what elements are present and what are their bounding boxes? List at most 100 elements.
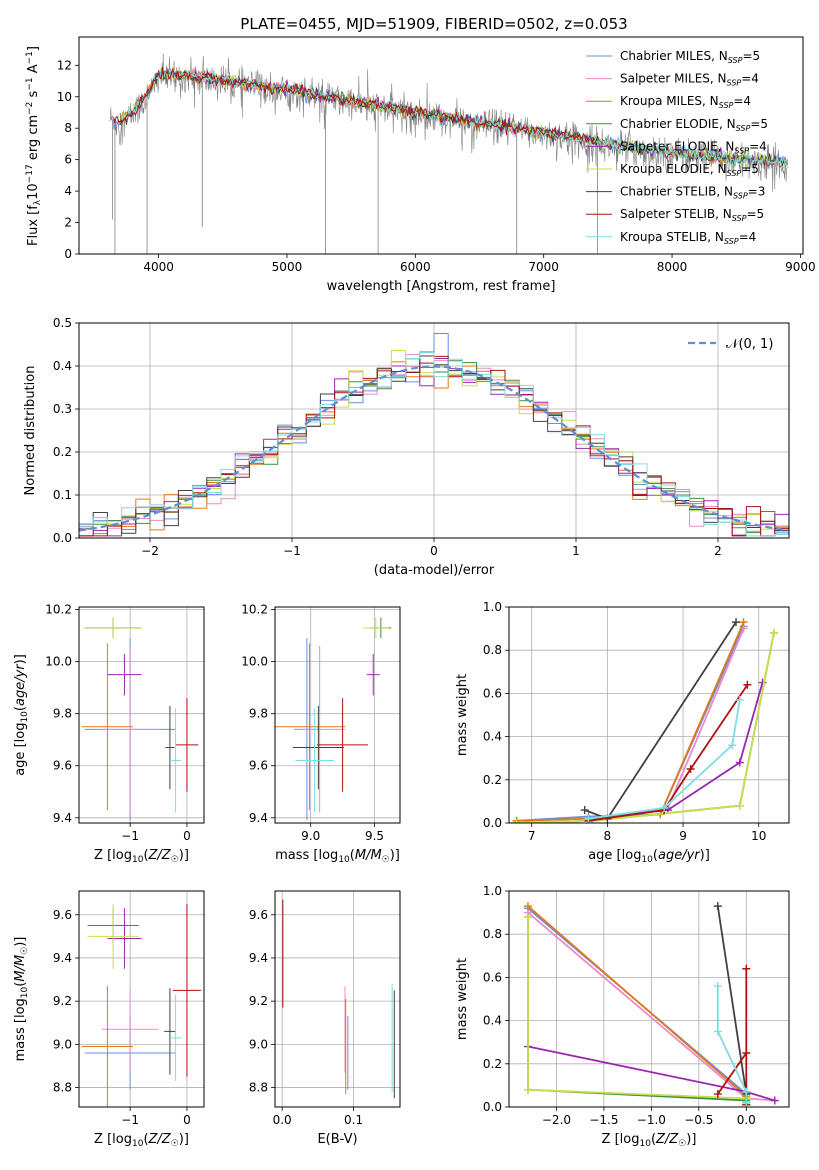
x-axis-label: age [log10(age/yr)]: [588, 848, 710, 865]
series-line: [717, 968, 748, 1105]
label-part: 10: [132, 855, 144, 865]
data-point: [523, 912, 532, 921]
x-tick-label: 9.5: [365, 829, 384, 843]
series-line: [588, 699, 741, 820]
axes-frame: [508, 890, 790, 1108]
x-axis-label: Z [log10(Z/Z☉)]: [602, 1132, 697, 1149]
x-tick-label: 8: [604, 829, 612, 843]
x-tick-label: −1.0: [637, 1113, 666, 1127]
model-line: [113, 68, 598, 146]
data-point: [739, 618, 748, 627]
data-point: [728, 741, 737, 750]
label-part: M/M: [13, 955, 28, 982]
y-tick-label: 9.4: [53, 811, 72, 825]
legend: Chabrier MILES, NSSP=5 Salpeter MILES, NS…: [586, 49, 768, 246]
axes-mass_vs_Z: −1 08.89.09.29.49.6Z [log10(Z/Z☉)]mass [l…: [13, 890, 205, 1149]
axes-residuals: −2 −1 0 1 2 0.0 0.1 0.2 0.3 0.4 0.5 𝒩(0, 1) (data-mo…: [23, 316, 790, 578]
x-tick-label: 9: [679, 829, 687, 843]
legend-label-count: =4: [733, 94, 751, 108]
y-tick-label: 9.2: [53, 994, 72, 1008]
data-point: [735, 758, 744, 767]
label-part: −1: [25, 77, 35, 90]
legend-label: Salpeter STELIB, NSSP=5: [620, 207, 764, 223]
y-axis-label: Flux [fλ10−17 erg cm−2 s−1 A−1]: [25, 46, 43, 246]
label-part: Z/Z: [148, 1132, 172, 1147]
y-tick-label: 9.6: [249, 759, 268, 773]
legend-label-name: Salpeter ELODIE, N: [620, 139, 734, 153]
x-axis-label: Z [log10(Z/Z☉)]: [94, 1132, 189, 1149]
x-axis-label: Z [log10(Z/Z☉)]: [94, 848, 189, 865]
panel-age_vs_Z: −1 09.49.69.810.010.2Z [log10(Z/Z☉)]age […: [13, 603, 205, 865]
label-part: −1: [25, 51, 35, 64]
legend-label-sub: SSP: [732, 214, 747, 223]
data-point: [742, 1098, 751, 1107]
legend-label: Chabrier MILES, NSSP=5: [620, 49, 760, 65]
label-part: Flux [f: [26, 205, 41, 246]
x-tick-label: 4000: [143, 260, 174, 274]
axes-spectrum: 4000 5000 6000 7000 8000 9000 0 2 4 6 8 10 12 Chabrie…: [25, 36, 816, 294]
legend-label: Salpeter MILES, NSSP=4: [620, 72, 759, 88]
label-part: )]: [179, 848, 189, 863]
axes-age_vs_mass: 9.0 9.5 9.4 9.6 9.8 10.0 10.2 mass [log10(M/M☉)…: [241, 603, 401, 865]
y-tick-label: 0.0: [53, 531, 72, 545]
normal-curve: [79, 365, 789, 532]
legend-label-sub: SSP: [733, 192, 748, 201]
x-tick-label: 9.0: [301, 829, 320, 843]
y-tick-label: 9.0: [53, 1037, 72, 1051]
x-tick-label: 6000: [400, 260, 431, 274]
y-tick-label: 0.2: [483, 773, 502, 787]
y-axis-label: Normed distribution: [23, 366, 38, 496]
legend-label-count: =5: [742, 49, 760, 63]
y-tick-label: 10.2: [241, 603, 268, 617]
axes-frame: [78, 606, 205, 824]
y-tick-label: 0.0: [483, 1100, 502, 1114]
data-point: [735, 801, 744, 810]
data-point: [742, 964, 751, 973]
x-tick-label: 0.0: [273, 1113, 292, 1127]
label-part: ☉: [171, 1139, 179, 1149]
label-part: 10: [20, 711, 30, 723]
x-tick-label: 7: [528, 829, 536, 843]
label-part: Z [log: [94, 1132, 132, 1147]
label-part: (: [143, 1132, 148, 1147]
data-point: [743, 680, 752, 689]
y-tick-label: 0.2: [53, 445, 72, 459]
x-tick-label: −1.5: [589, 1113, 618, 1127]
x-axis-label: mass [log10(M/M☉)]: [275, 848, 400, 865]
label-part: )]: [686, 1132, 696, 1147]
y-tick-label: 4: [64, 184, 72, 198]
data-point: [660, 803, 669, 812]
y-tick-label: 12: [57, 58, 72, 72]
y-tick-label: 0.3: [53, 402, 72, 416]
panel-mass_vs_ebv: 0.0 0.1 8.8 9.0 9.2 9.4 9.6 E(B-V): [249, 890, 401, 1147]
legend-label-count: =5: [741, 162, 759, 176]
x-tick-label: 9000: [785, 260, 816, 274]
x-tick-label: −1: [121, 829, 139, 843]
label-part: ☉: [171, 855, 179, 865]
legend-label-name: Kroupa MILES, N: [620, 94, 719, 108]
data-point: [713, 1090, 722, 1099]
y-tick-label: 9.6: [249, 908, 268, 922]
legend-label-sub: SSP: [734, 146, 749, 155]
x-tick-label: 5000: [272, 260, 303, 274]
x-tick-label: −2.0: [542, 1113, 571, 1127]
legend-label-count: =4: [749, 139, 767, 153]
data-point: [770, 1096, 779, 1105]
data-point: [686, 765, 695, 773]
axes-frame: [508, 606, 790, 824]
x-tick-label: 0.0: [737, 1113, 756, 1127]
y-tick-label: 9.4: [249, 951, 268, 965]
x-tick-label: 2: [714, 544, 722, 558]
data-point: [769, 628, 778, 637]
legend-label-name: Chabrier STELIB, N: [620, 185, 733, 199]
y-tick-label: 8: [64, 121, 72, 135]
label-part: age/yr: [658, 848, 701, 863]
legend-label-sub: SSP: [724, 237, 739, 246]
label-part: ☉: [382, 855, 390, 865]
legend-label: Chabrier STELIB, NSSP=3: [620, 185, 765, 201]
legend-label: Kroupa ELODIE, NSSP=5: [620, 162, 759, 178]
plot-area-mass_vs_Z: [81, 903, 202, 1107]
x-tick-label: 7000: [528, 260, 559, 274]
y-axis-label: mass [log10(M/M☉)]: [13, 937, 30, 1062]
series-line: [516, 632, 775, 823]
